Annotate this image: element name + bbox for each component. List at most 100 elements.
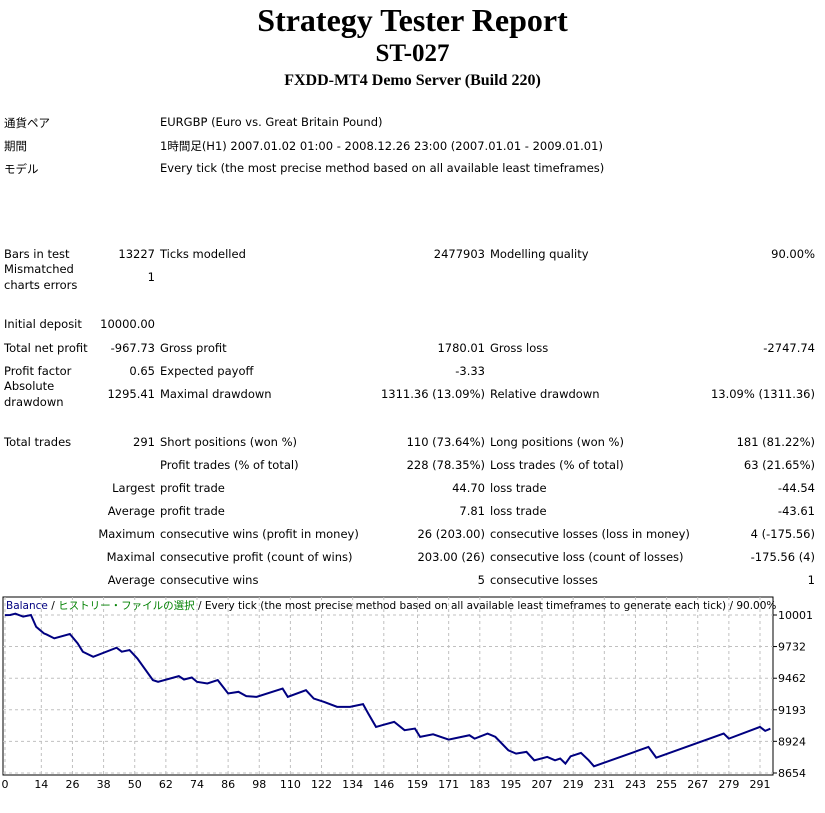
stat-label: loss trade [490,504,547,518]
y-tick-label: 8924 [778,735,806,748]
stat-label: Short positions (won %) [160,435,298,449]
report-subtitle: ST-027 [375,40,450,67]
x-tick-label: 207 [532,778,553,791]
x-tick-label: 134 [342,778,363,791]
x-tick-label: 50 [128,778,142,791]
stat-value: -967.73 [110,341,155,355]
x-tick-label: 255 [656,778,677,791]
legend-description: Every tick (the most precise method base… [205,600,777,612]
stat-value: 5 [477,573,485,587]
stat-value: -3.33 [455,364,485,378]
stat-label: Long positions (won %) [490,435,624,449]
stat-value: Average [107,504,155,518]
stat-value: 90.00% [771,247,815,261]
x-tick-label: 98 [252,778,266,791]
y-tick-label: 9732 [778,641,806,654]
x-tick-label: 267 [687,778,708,791]
stat-value: -43.61 [777,504,815,518]
x-tick-label: 86 [221,778,235,791]
x-tick-label: 243 [625,778,646,791]
stat-label: Modelling quality [490,247,589,261]
stat-value: 1780.01 [437,341,485,355]
stat-value: 1295.41 [107,387,155,401]
stat-value: 2477903 [433,247,485,261]
stat-value: 44.70 [452,481,485,495]
stat-label: consecutive loss (count of losses) [490,550,684,564]
stat-value: -175.56 (4) [750,550,815,564]
x-tick-label: 146 [373,778,394,791]
x-tick-label: 26 [65,778,79,791]
x-tick-label: 219 [563,778,584,791]
stat-value: 110 (73.64%) [406,435,485,449]
x-tick-label: 171 [438,778,459,791]
balance-line [4,612,771,768]
stat-label: Relative drawdown [490,387,600,401]
balance-chart: 0 14 26 38 50 62 74 86 98 110 122 134 146 159 171 183 19… [2,596,813,791]
stat-value: 10000.00 [100,317,155,331]
stat-label: consecutive wins [160,573,259,587]
stat-value: 228 (78.35%) [406,458,485,472]
x-tick-label: 110 [280,778,301,791]
stat-value: 1 [807,573,815,587]
x-tick-label: 159 [407,778,428,791]
legend-sep2: / [195,600,205,612]
report-title: Strategy Tester Report [257,2,568,38]
x-tick-label: 122 [311,778,332,791]
legend-series: Balance [6,600,48,612]
x-tick-label: 291 [750,778,771,791]
stat-label: loss trade [490,481,547,495]
stat-value: 63 (21.65%) [743,458,815,472]
stat-label: Ticks modelled [160,247,246,261]
x-tick-label: 38 [97,778,111,791]
stat-value: 1311.36 (13.09%) [380,387,485,401]
stat-label: Initial deposit [4,317,82,331]
stat-value: 291 [133,435,155,449]
x-tick-label: 231 [594,778,615,791]
x-tick-label: 74 [190,778,204,791]
legend-sep1: / [48,600,58,612]
stat-label: Maximal drawdown [160,387,272,401]
stat-value: 1 [147,270,155,284]
stat-label: profit trade [160,481,225,495]
info-value-model: Every tick (the most precise method base… [160,161,605,175]
y-tick-label: 10001 [778,609,813,622]
stat-value: Maximum [98,527,155,541]
stat-value: -2747.74 [763,341,815,355]
legend-history[interactable]: ヒストリー・ファイルの選択 [58,599,195,612]
stat-value: 13.09% (1311.36) [710,387,815,401]
stat-label: Profit factor [4,364,72,378]
y-tick-label: 9462 [778,672,806,685]
stat-value: 26 (203.00) [417,527,485,541]
stat-value: Largest [112,481,155,495]
stat-label: Mismatched charts errors [4,262,78,292]
stat-label: profit trade [160,504,225,518]
stat-value: 181 (81.22%) [736,435,815,449]
x-tick-label: 195 [500,778,521,791]
stat-label: Profit trades (% of total) [160,458,299,472]
stat-label: consecutive profit (count of wins) [160,550,353,564]
y-tick-label: 9193 [778,704,806,717]
stat-value: 7.81 [459,504,485,518]
y-tick-label: 8654 [778,767,806,780]
stat-label: Total net profit [4,341,88,355]
x-tick-label: 0 [2,778,9,791]
stat-value: 4 (-175.56) [750,527,815,541]
stat-value: Maximal [106,550,155,564]
info-value-period: 1時間足(H1) 2007.01.02 01:00 - 2008.12.26 2… [160,139,603,153]
chart-legend: Balance / ヒストリー・ファイルの選択 / Every tick (th… [6,599,776,612]
stat-label: Bars in test [4,247,70,261]
stat-value: 13227 [118,247,155,261]
info-label-pair: 通貨ペア [4,116,50,130]
x-tick-label: 62 [159,778,173,791]
stat-value: -44.54 [777,481,815,495]
stat-value: 203.00 (26) [417,550,485,564]
stat-label: Expected payoff [160,364,254,378]
stat-label: consecutive wins (profit in money) [160,527,359,541]
stat-label: Absolute drawdown [4,379,64,409]
info-label-period: 期間 [4,139,27,153]
stat-label: Gross profit [160,341,227,355]
stat-label: consecutive losses (loss in money) [490,527,690,541]
stat-label: consecutive losses [490,573,598,587]
server-name: FXDD-MT4 Demo Server (Build 220) [284,72,541,89]
info-value-pair: EURGBP (Euro vs. Great Britain Pound) [160,115,383,129]
